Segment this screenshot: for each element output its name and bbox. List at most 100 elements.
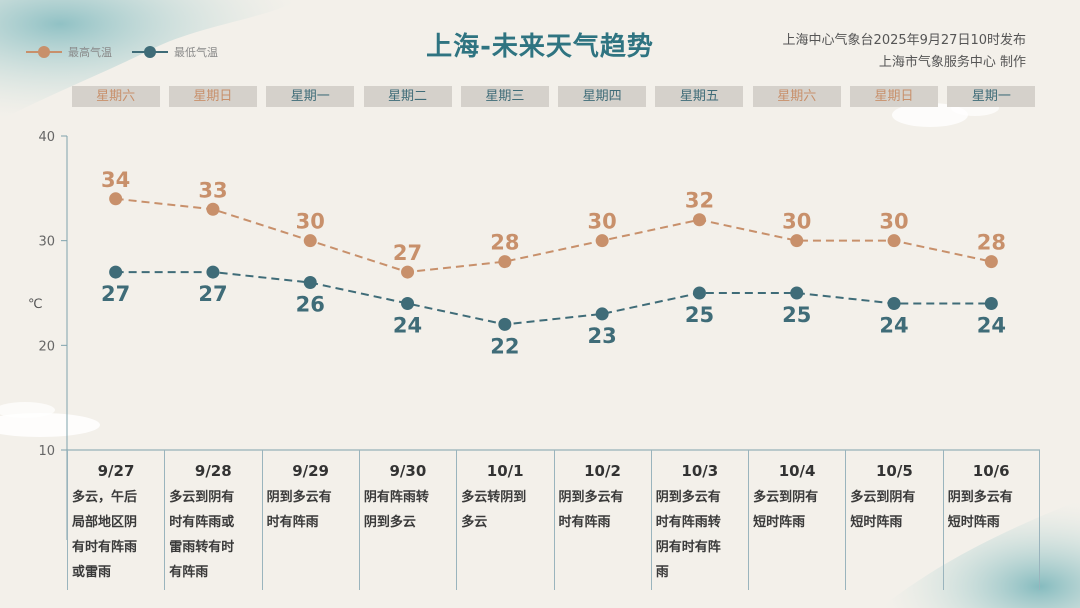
- low-temp-point: [595, 307, 609, 321]
- weekday-label: 星期六: [752, 86, 841, 107]
- forecast-date: 10/5: [875, 462, 913, 480]
- source-line-2: 上海市气象服务中心 制作: [878, 55, 1026, 70]
- forecast-description: 阴到多云有 时有阵雨: [263, 480, 359, 535]
- y-tick-label: 30: [38, 235, 55, 250]
- low-temp-point: [206, 265, 220, 279]
- forecast-day: 10/4 多云到阴有 短时阵雨: [748, 450, 845, 590]
- high-temp-label: 32: [685, 189, 714, 213]
- high-temp-label: 30: [588, 210, 617, 234]
- forecast-description-line: 短时阵雨: [947, 515, 1000, 530]
- high-temp-point: [692, 213, 706, 227]
- legend-item-low: 最低气温: [132, 44, 218, 60]
- forecast-description: 多云到阴有 短时阵雨: [749, 480, 845, 535]
- forecast-day: 9/29 阴到多云有 时有阵雨: [261, 450, 359, 590]
- high-temp-label: 33: [198, 178, 227, 202]
- forecast-description-line: 阴到多云有: [266, 490, 332, 505]
- forecast-description-line: 短时阵雨: [850, 515, 903, 530]
- source-line-1: 上海中心气象台2025年9月27日10时发布: [782, 33, 1026, 48]
- high-temp-point: [498, 255, 512, 269]
- high-temp-point: [303, 234, 317, 248]
- high-temp-point: [790, 234, 804, 248]
- forecast-date: 10/2: [584, 462, 621, 480]
- low-temp-point: [401, 296, 415, 310]
- low-temp-label: 27: [198, 282, 227, 306]
- weekday-label: 星期一: [947, 86, 1036, 107]
- forecast-day: 9/28 多云到阴有 时有阵雨或 雷雨转有时 有阵雨: [164, 450, 261, 590]
- forecast-date: 10/1: [486, 462, 524, 480]
- forecast-description-line: 时有阵雨: [266, 515, 319, 530]
- forecast-description-line: 多云: [461, 515, 488, 530]
- forecast-day: 10/2 阴到多云有 时有阵雨: [553, 450, 651, 590]
- low-temp-label: 24: [977, 313, 1006, 337]
- forecast-day: 10/5 多云到阴有 短时阵雨: [845, 450, 942, 590]
- forecast-table: 9/27 多云，午后 局部地区阴 有时有阵雨 或雷雨 9/28 多云到阴有 时有阵雨或 雷雨转有…: [67, 450, 1040, 590]
- forecast-description: 多云到阴有 时有阵雨或 雷雨转有时 有阵雨: [165, 480, 261, 585]
- low-temp-label: 24: [393, 313, 422, 337]
- forecast-description-line: 雨: [655, 565, 669, 580]
- forecast-day: 9/27 多云，午后 局部地区阴 有时有阵雨 或雷雨: [67, 450, 164, 590]
- forecast-description: 多云到阴有 短时阵雨: [846, 480, 942, 535]
- forecast-description-line: 有阵雨: [169, 565, 209, 580]
- low-temp-point: [109, 265, 123, 279]
- forecast-description-line: 阴到多云: [363, 515, 416, 530]
- high-temp-point: [984, 255, 998, 269]
- forecast-description-line: 多云，午后: [72, 490, 138, 505]
- weekday-label: 星期四: [558, 86, 647, 107]
- low-temp-label: 26: [296, 293, 325, 317]
- low-temp-point: [303, 276, 317, 290]
- forecast-date: 10/3: [681, 462, 719, 480]
- forecast-date: 9/27: [97, 462, 135, 480]
- forecast-description: 多云，午后 局部地区阴 有时有阵雨 或雷雨: [68, 480, 164, 585]
- forecast-description-line: 局部地区阴: [72, 515, 138, 530]
- low-temp-point: [984, 296, 998, 310]
- forecast-description: 多云转阴到 多云: [457, 480, 553, 535]
- weekday-label: 星期六: [71, 86, 160, 107]
- forecast-description-line: 多云到阴有: [753, 490, 819, 505]
- low-temp-line: [115, 271, 992, 326]
- forecast-description-line: 阴有阵雨转: [363, 490, 429, 505]
- forecast-description-line: 时有阵雨: [558, 515, 611, 530]
- y-tick-label: 40: [38, 130, 55, 145]
- low-temp-label: 22: [490, 334, 519, 358]
- forecast-day: 10/1 多云转阴到 多云: [456, 450, 553, 590]
- legend-label-low: 最低气温: [174, 46, 218, 59]
- forecast-day: 9/30 阴有阵雨转阴到多云: [358, 450, 456, 590]
- high-temp-label: 30: [296, 210, 325, 234]
- forecast-description-line: 多云到阴有: [169, 490, 235, 505]
- forecast-description-line: 时有阵雨转: [655, 515, 721, 530]
- low-temp-point: [498, 317, 512, 331]
- weekday-label: 星期日: [168, 86, 257, 107]
- legend-label-high: 最高气温: [68, 46, 112, 59]
- forecast-description: 阴到多云有 时有阵雨转 阴有时有阵雨: [652, 480, 748, 585]
- forecast-description-line: 多云转阴到: [461, 490, 527, 505]
- high-temp-label: 27: [393, 241, 422, 265]
- legend-item-high: 最高气温: [26, 44, 112, 60]
- page-title: 上海-未来天气趋势: [426, 32, 654, 62]
- forecast-description-line: 阴到多云有: [655, 490, 721, 505]
- legend-swatch-high: [26, 46, 62, 58]
- high-temp-label: 28: [977, 231, 1006, 255]
- forecast-description-line: 阴到多云有: [558, 490, 624, 505]
- forecast-day: 10/6 阴到多云有 短时阵雨: [942, 450, 1040, 590]
- weekday-label: 星期三: [460, 86, 549, 107]
- high-temp-label: 34: [101, 168, 130, 192]
- low-temp-label: 27: [101, 282, 130, 306]
- forecast-description: 阴到多云有 时有阵雨: [555, 480, 651, 535]
- high-temp-point: [887, 234, 901, 248]
- forecast-description: 阴到多云有 短时阵雨: [944, 480, 1039, 535]
- forecast-date: 10/4: [778, 462, 816, 480]
- legend-swatch-low: [132, 46, 168, 58]
- high-temp-label: 30: [879, 210, 908, 234]
- high-temp-point: [595, 234, 609, 248]
- low-temp-label: 23: [588, 324, 617, 348]
- low-temp-point: [692, 286, 706, 300]
- forecast-description-line: 雷雨转有时: [169, 540, 235, 555]
- forecast-description-line: 阴到多云有: [947, 490, 1013, 505]
- forecast-date: 9/30: [389, 462, 427, 480]
- low-temp-label: 25: [685, 303, 714, 327]
- weekday-label: 星期日: [850, 86, 939, 107]
- low-temp-label: 25: [782, 303, 811, 327]
- high-temp-label: 28: [490, 231, 519, 255]
- low-temp-point: [790, 286, 804, 300]
